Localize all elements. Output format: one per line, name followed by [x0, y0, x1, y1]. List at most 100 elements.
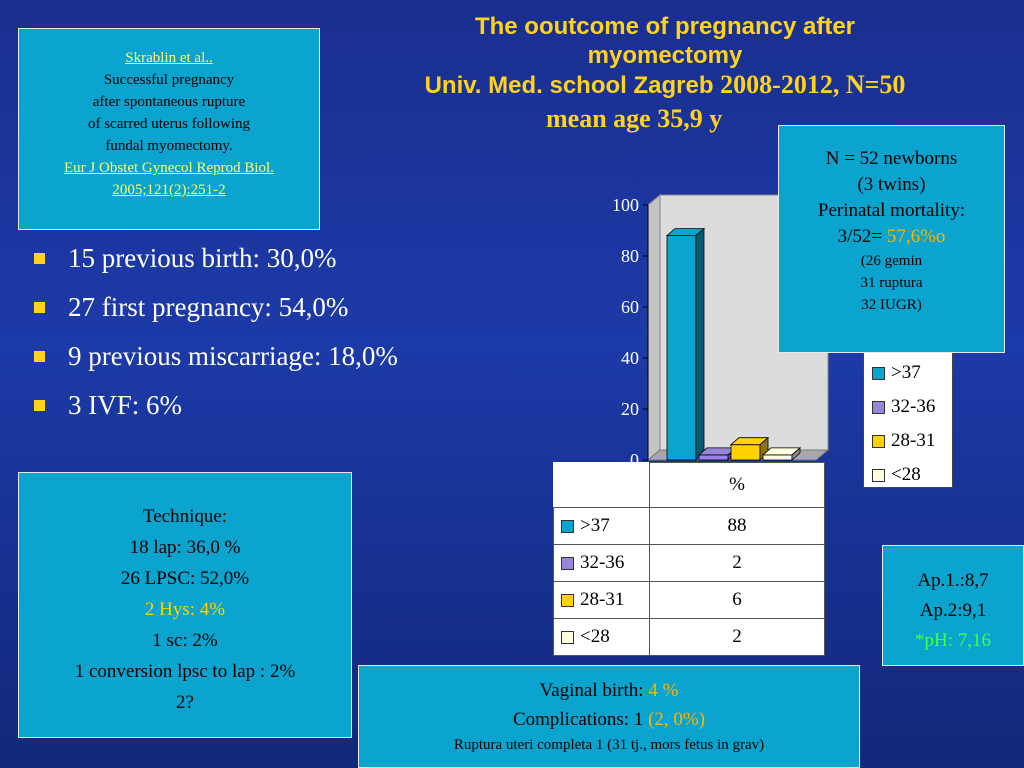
rupture-note: Ruptura uteri completa 1 (31 tj., mors f… [453, 737, 765, 753]
chart-data-table: % >37 88 32-36 2 28-31 6 <28 2 [553, 462, 825, 656]
newborns-note: (26 gemin [860, 253, 923, 269]
apgar-1: Ap.1.:8,7 [917, 570, 989, 591]
reference-authors[interactable]: Skrablin et al.. [125, 50, 213, 66]
perinatal-mortality-value: 3/52= 57,6%o [779, 224, 1004, 250]
technique-item: 2? [176, 692, 194, 713]
bar-0-side [695, 227, 705, 461]
data-table-series-label: 28-31 [553, 581, 650, 619]
bullet-item: 3 IVF: 6% [32, 383, 398, 432]
chart-legend: >37 32-36 28-31 <28 [863, 350, 953, 488]
data-table-value: 88 [649, 507, 825, 545]
reference-line: Successful pregnancy [103, 72, 235, 88]
apgar-box: Ap.1.:8,7 Ap.2:9,1 *pH: 7,16 [882, 545, 1024, 666]
legend-item-32-36: 32-36 [864, 391, 952, 425]
reference-journal[interactable]: Eur J Obstet Gynecol Reprod Biol. [64, 160, 274, 176]
y-tick-label: 80 [621, 246, 639, 266]
legend-swatch-32-36 [872, 401, 885, 415]
series-name: >37 [580, 515, 610, 536]
data-table-value: 2 [649, 618, 825, 656]
technique-item: 26 LPSC: 52,0% [120, 568, 250, 589]
reference-citation[interactable]: 2005;121(2):251-2 [112, 182, 226, 198]
bullet-list: 15 previous birth: 30,0% 27 first pregna… [32, 236, 398, 432]
bar-1-front [698, 454, 729, 461]
y-tick-label: 100 [612, 195, 639, 215]
technique-box: Technique: 18 lap: 36,0 % 26 LPSC: 52,0%… [18, 472, 352, 738]
title-line-3-sans: Univ. Med. school Zagreb [424, 72, 721, 99]
bullet-item: 9 previous miscarriage: 18,0% [32, 334, 398, 383]
mortality-prefix: 3/52= [837, 226, 887, 247]
vaginal-birth-line: Vaginal birth: 4 % [359, 676, 859, 705]
technique-item: 2 Hys: 4% [144, 599, 226, 620]
bar-3-front [762, 454, 793, 461]
newborns-note: 32 IUGR) [861, 297, 922, 313]
data-table-category: % [649, 462, 825, 508]
table-swatch-28-31 [561, 594, 574, 608]
legend-swatch-gt37 [872, 367, 885, 381]
title-line-3-serif: 2008-2012, N=50 [720, 70, 906, 99]
legend-label: 32-36 [891, 396, 936, 417]
mortality-rate: 57,6%o [886, 226, 946, 247]
legend-item-28-31: 28-31 [864, 425, 952, 459]
legend-item-lt28: <28 [864, 459, 952, 493]
data-table-series-label: >37 [553, 507, 650, 545]
y-tick-label: 20 [621, 399, 639, 419]
slide-title: The ooutcome of pregnancy after myomecto… [340, 12, 990, 133]
y-tick-label: 60 [621, 297, 639, 317]
legend-swatch-lt28 [872, 469, 885, 483]
vaginal-birth-value: 4 % [648, 680, 679, 701]
data-table-header-row: % [554, 462, 825, 508]
complications-value: (2, 0%) [648, 709, 706, 730]
table-row: <28 2 [553, 618, 825, 656]
reference-line: fundal myomectomy. [105, 138, 233, 154]
ph-value: *pH: 7,16 [915, 630, 991, 651]
bar-0-front [666, 235, 697, 461]
title-line-4: mean age 35,9 y [546, 104, 723, 133]
complications-label: Complications: 1 [512, 709, 649, 730]
y-tick-label: 0 [630, 450, 639, 465]
table-row: 32-36 2 [553, 544, 825, 582]
newborns-note: 31 ruptura [860, 275, 923, 291]
bar-2-front [730, 444, 761, 461]
legend-label: 28-31 [891, 430, 936, 451]
newborns-twins: (3 twins) [857, 174, 926, 195]
technique-item: 1 sc: 2% [152, 630, 218, 651]
legend-label: >37 [891, 362, 921, 383]
newborns-count: N = 52 newborns [825, 148, 958, 169]
bullet-item: 27 first pregnancy: 54,0% [32, 285, 398, 334]
technique-item: 18 lap: 36,0 % [129, 537, 241, 558]
technique-item: 1 conversion lpsc to lap : 2% [74, 661, 296, 682]
table-swatch-32-36 [561, 557, 574, 571]
newborns-box: N = 52 newborns (3 twins) Perinatal mort… [778, 125, 1005, 353]
chart-side-wall [647, 193, 661, 462]
table-swatch-lt28 [561, 631, 574, 645]
y-tick-label: 40 [621, 348, 639, 368]
reference-line: after spontaneous rupture [92, 94, 246, 110]
complications-line: Complications: 1 (2, 0%) [359, 705, 859, 734]
title-line-2: myomectomy [587, 42, 743, 69]
table-swatch-gt37 [561, 520, 574, 534]
series-name: <28 [580, 626, 610, 647]
table-row: 28-31 6 [553, 581, 825, 619]
legend-item-gt37: >37 [864, 357, 952, 391]
bar-3-side [791, 447, 801, 461]
title-line-1: The ooutcome of pregnancy after [474, 13, 856, 40]
bullet-item: 15 previous birth: 30,0% [32, 236, 398, 285]
perinatal-mortality-label: Perinatal mortality: [817, 200, 966, 221]
data-table-corner [554, 463, 650, 508]
series-name: 32-36 [580, 552, 625, 573]
data-table-value: 2 [649, 544, 825, 582]
data-table-series-label: <28 [553, 618, 650, 656]
vaginal-birth-label: Vaginal birth: [539, 680, 649, 701]
reference-box: Skrablin et al.. Successful pregnancy af… [18, 28, 320, 230]
legend-swatch-28-31 [872, 435, 885, 449]
vaginal-birth-box: Vaginal birth: 4 % Complications: 1 (2, … [358, 665, 860, 768]
data-table-value: 6 [649, 581, 825, 619]
reference-line: of scarred uterus following [87, 116, 251, 132]
data-table-series-label: 32-36 [553, 544, 650, 582]
title-line-3: Univ. Med. school Zagreb 2008-2012, N=50 [340, 70, 990, 100]
technique-title: Technique: [142, 506, 228, 527]
table-row: >37 88 [553, 507, 825, 545]
apgar-2: Ap.2:9,1 [919, 600, 987, 621]
series-name: 28-31 [580, 589, 625, 610]
legend-label: <28 [891, 464, 921, 485]
